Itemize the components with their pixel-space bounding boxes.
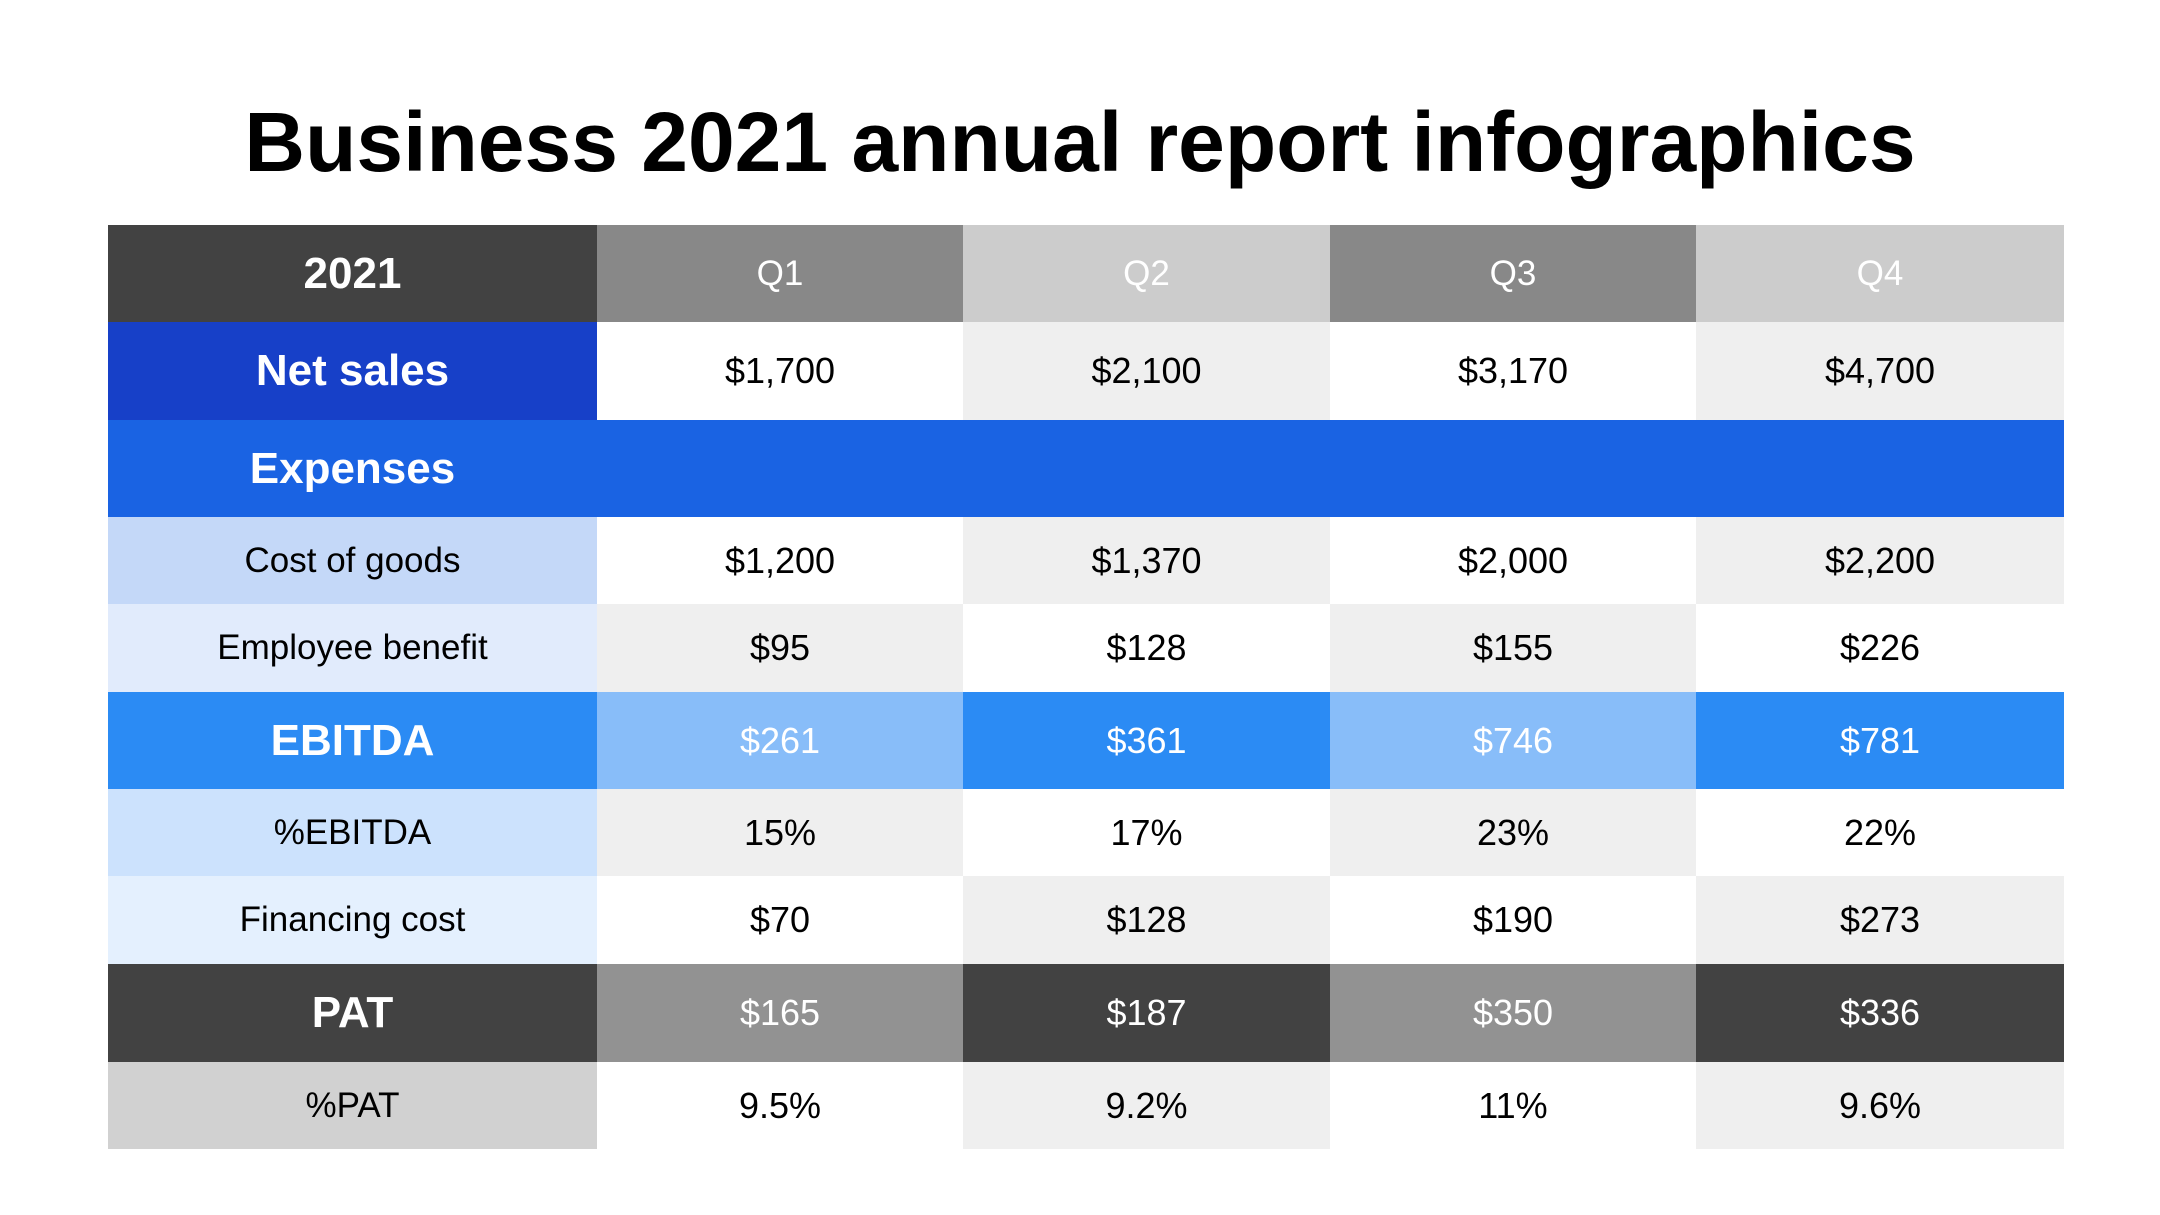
cost-of-goods-q1: $1,200 [597,517,963,604]
row-label-pct-ebitda: %EBITDA [108,789,597,876]
ebitda-q2: $361 [963,692,1330,789]
pct-ebitda-q3: 23% [1330,789,1696,876]
financing-cost-q1: $70 [597,876,963,964]
row-label-net-sales: Net sales [108,322,597,420]
quarter-header-q1: Q1 [597,225,963,322]
row-label-financing-cost: Financing cost [108,876,597,964]
employee-benefit-q3: $155 [1330,604,1696,692]
pct-ebitda-q4: 22% [1696,789,2064,876]
ebitda-q1: $261 [597,692,963,789]
financing-cost-q4: $273 [1696,876,2064,964]
row-label-cost-of-goods: Cost of goods [108,517,597,604]
quarter-header-q3: Q3 [1330,225,1696,322]
net-sales-q1: $1,700 [597,322,963,420]
cost-of-goods-q4: $2,200 [1696,517,2064,604]
pat-q4: $336 [1696,964,2064,1062]
pct-pat-q3: 11% [1330,1062,1696,1149]
pct-ebitda-q1: 15% [597,789,963,876]
financing-cost-q2: $128 [963,876,1330,964]
employee-benefit-q2: $128 [963,604,1330,692]
row-label-pct-pat: %PAT [108,1062,597,1149]
ebitda-q4: $781 [1696,692,2064,789]
row-label-pat: PAT [108,964,597,1062]
row-label-expenses: Expenses [108,420,597,517]
ebitda-q3: $746 [1330,692,1696,789]
employee-benefit-q4: $226 [1696,604,2064,692]
row-label-ebitda: EBITDA [108,692,597,789]
financing-cost-q3: $190 [1330,876,1696,964]
year-header: 2021 [108,225,597,322]
pct-pat-q2: 9.2% [963,1062,1330,1149]
net-sales-q4: $4,700 [1696,322,2064,420]
pat-q1: $165 [597,964,963,1062]
pat-q3: $350 [1330,964,1696,1062]
pat-q2: $187 [963,964,1330,1062]
pct-pat-q1: 9.5% [597,1062,963,1149]
quarter-header-q2: Q2 [963,225,1330,322]
annual-report-table: 2021 Q1 Q2 Q3 Q4 Net sales $1,700 $2,100… [108,225,2064,1149]
net-sales-q2: $2,100 [963,322,1330,420]
quarter-header-q4: Q4 [1696,225,2064,322]
net-sales-q3: $3,170 [1330,322,1696,420]
pct-ebitda-q2: 17% [963,789,1330,876]
cost-of-goods-q3: $2,000 [1330,517,1696,604]
pct-pat-q4: 9.6% [1696,1062,2064,1149]
employee-benefit-q1: $95 [597,604,963,692]
page-title: Business 2021 annual report infographics [244,95,1916,189]
cost-of-goods-q2: $1,370 [963,517,1330,604]
expenses-band [597,420,2064,517]
row-label-employee-benefit: Employee benefit [108,604,597,692]
